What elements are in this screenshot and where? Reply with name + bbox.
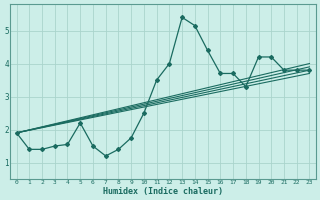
X-axis label: Humidex (Indice chaleur): Humidex (Indice chaleur) bbox=[103, 187, 223, 196]
